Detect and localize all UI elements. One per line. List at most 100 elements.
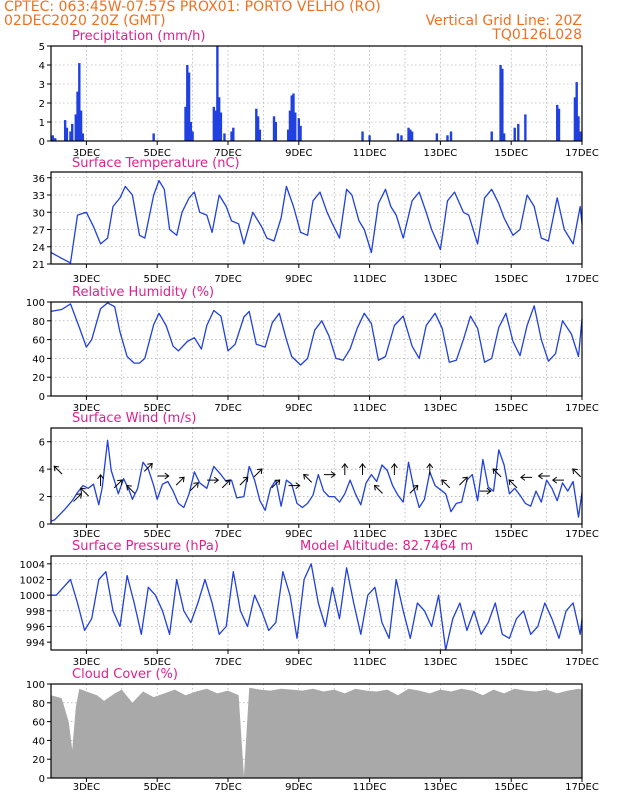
precip-bar (69, 131, 72, 141)
wind-arrow-shaft (508, 479, 518, 489)
precip-bar (435, 133, 439, 141)
y-tick-label: 30 (32, 208, 45, 219)
x-tick-label: 7DEC (214, 657, 241, 668)
precip-bar (212, 106, 216, 141)
wind-arrow-head (147, 462, 153, 469)
precip-bar (292, 93, 295, 141)
wind-arrow-shaft (73, 493, 82, 502)
x-tick-label: 15DEC (494, 403, 528, 414)
precip-bar (499, 65, 502, 141)
x-tick-label: 7DEC (214, 529, 241, 540)
precip-bar (524, 114, 527, 141)
precip-bar (446, 135, 449, 141)
x-tick-label: 13DEC (424, 403, 458, 414)
wind-arrow-shaft (572, 468, 582, 478)
y-tick-label: 60 (32, 718, 45, 729)
precip-bar (63, 120, 67, 141)
wind-arrow-shaft (113, 479, 123, 489)
precip-bar (74, 114, 77, 141)
panel-title: Surface Pressure (hPa) (72, 539, 219, 554)
y-tick-label: 1000 (20, 591, 45, 602)
wind-arrow-head (520, 473, 526, 481)
series-line (50, 439, 583, 522)
precip-bar (396, 133, 400, 141)
wind-arrow-head (492, 468, 499, 474)
wind-arrow-head (193, 482, 199, 488)
y-tick-label: 27 (32, 226, 45, 237)
x-tick-label: 13DEC (424, 529, 458, 540)
y-tick-label: 3 (39, 80, 45, 91)
header-run-time: 02DEC2020 20Z (GMT) (4, 13, 166, 29)
precip-bar (556, 104, 559, 141)
precip-bar (288, 110, 292, 141)
precip-bar (400, 135, 403, 141)
wind-arrow-head (242, 476, 249, 483)
precip-bar (577, 116, 580, 141)
wind-arrow-head (80, 487, 86, 494)
y-tick-label: 998 (26, 607, 45, 618)
precip-bar (407, 127, 410, 141)
precip-bar (54, 138, 57, 141)
x-tick-label: 17DEC (565, 657, 599, 668)
cloud-cover-area (51, 687, 582, 778)
y-tick-label: 60 (32, 336, 45, 347)
x-tick-label: 3DEC (73, 274, 100, 285)
wind-arrow-shaft (126, 485, 136, 494)
y-tick-label: 5 (39, 42, 45, 53)
x-tick-label: 9DEC (285, 529, 312, 540)
wind-arrow-head (373, 484, 380, 491)
x-tick-label: 5DEC (144, 529, 171, 540)
x-tick-label: 13DEC (424, 657, 458, 668)
y-tick-label: 1004 (20, 560, 45, 571)
x-tick-label: 17DEC (565, 274, 599, 285)
y-tick-label: 0 (39, 392, 45, 403)
precip-bar (230, 131, 233, 141)
panel-frame (50, 45, 583, 142)
x-tick-label: 17DEC (565, 782, 599, 793)
wind-arrow-shaft (459, 476, 468, 486)
wind-arrow-head (359, 463, 366, 469)
precip-bar (575, 82, 578, 141)
precip-bar (51, 135, 54, 141)
precip-bar (286, 129, 290, 141)
x-tick-label: 7DEC (214, 148, 241, 159)
x-tick-label: 11DEC (353, 529, 387, 540)
x-tick-label: 13DEC (424, 782, 458, 793)
y-tick-label: 2 (39, 493, 45, 504)
panel-title: Precipitation (mm/h) (72, 29, 205, 44)
x-tick-label: 11DEC (353, 782, 387, 793)
x-tick-label: 11DEC (353, 403, 387, 414)
x-tick-label: 9DEC (285, 782, 312, 793)
x-tick-label: 15DEC (494, 657, 528, 668)
panel-frame (50, 427, 583, 525)
y-tick-label: 80 (32, 317, 45, 328)
precip-bar (490, 131, 493, 141)
precip-bar (217, 97, 221, 141)
wind-arrow-head (390, 463, 398, 469)
wind-arrow-head (164, 472, 170, 480)
wind-arrow-head (295, 482, 301, 490)
series-line (51, 563, 583, 651)
wind-arrow-head (303, 473, 309, 480)
y-tick-label: 20 (32, 755, 45, 766)
y-tick-label: 4 (39, 465, 45, 476)
y-tick-label: 100 (26, 298, 45, 309)
precip-bar (219, 112, 223, 141)
x-tick-label: 5DEC (144, 782, 171, 793)
precip-bar (76, 91, 79, 141)
precip-bar (223, 133, 226, 141)
x-tick-label: 11DEC (353, 657, 387, 668)
y-tick-label: 80 (32, 699, 45, 710)
x-tick-label: 9DEC (285, 403, 312, 414)
y-tick-label: 100 (26, 680, 45, 691)
wind-arrow-shaft (253, 468, 263, 478)
precip-bar (71, 123, 74, 141)
y-tick-label: 33 (32, 191, 45, 202)
precip-bar (232, 127, 235, 141)
panel-title: Surface Temperature (nC) (72, 156, 240, 171)
x-tick-label: 17DEC (565, 529, 599, 540)
precip-bar (216, 46, 219, 141)
precip-bar (517, 123, 520, 141)
x-tick-label: 13DEC (424, 148, 458, 159)
precip-bar (78, 63, 81, 141)
